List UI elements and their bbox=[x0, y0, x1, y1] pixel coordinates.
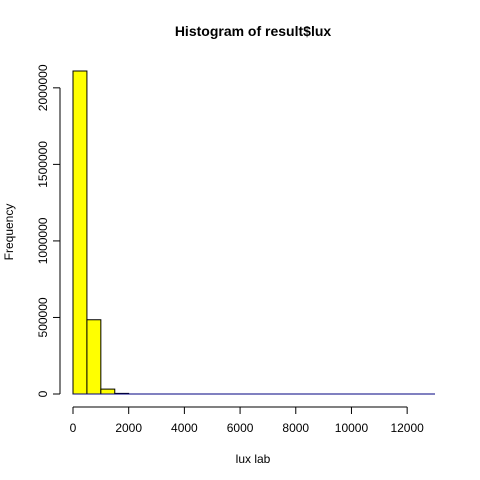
histogram-bar-1 bbox=[86, 319, 102, 395]
x-tick-label-6: 12000 bbox=[390, 421, 424, 435]
y-tick-label-0: 0 bbox=[36, 390, 50, 397]
histogram-bars bbox=[72, 70, 130, 395]
chart-title: Histogram of result$lux bbox=[175, 23, 332, 39]
x-tick-label-3: 6000 bbox=[227, 421, 254, 435]
y-axis-label: Frequency bbox=[2, 204, 16, 261]
y-tick-label-2: 1000000 bbox=[36, 217, 50, 264]
x-tick-label-5: 10000 bbox=[335, 421, 369, 435]
y-tick-label-1: 500000 bbox=[36, 297, 50, 337]
histogram-bar-2 bbox=[100, 388, 116, 395]
y-tick-label-4: 2000000 bbox=[36, 64, 50, 111]
x-axis-label: lux lab bbox=[236, 452, 271, 466]
histogram-bar-0 bbox=[72, 70, 88, 395]
y-tick-label-3: 1500000 bbox=[36, 141, 50, 188]
x-tick-label-1: 2000 bbox=[115, 421, 142, 435]
x-tick-label-4: 8000 bbox=[282, 421, 309, 435]
x-tick-label-2: 4000 bbox=[171, 421, 198, 435]
x-axis: 0 2000 4000 6000 8000 10000 12000 bbox=[70, 406, 424, 435]
y-axis: 0 500000 1000000 1500000 2000000 bbox=[36, 64, 61, 397]
x-tick-label-0: 0 bbox=[70, 421, 77, 435]
